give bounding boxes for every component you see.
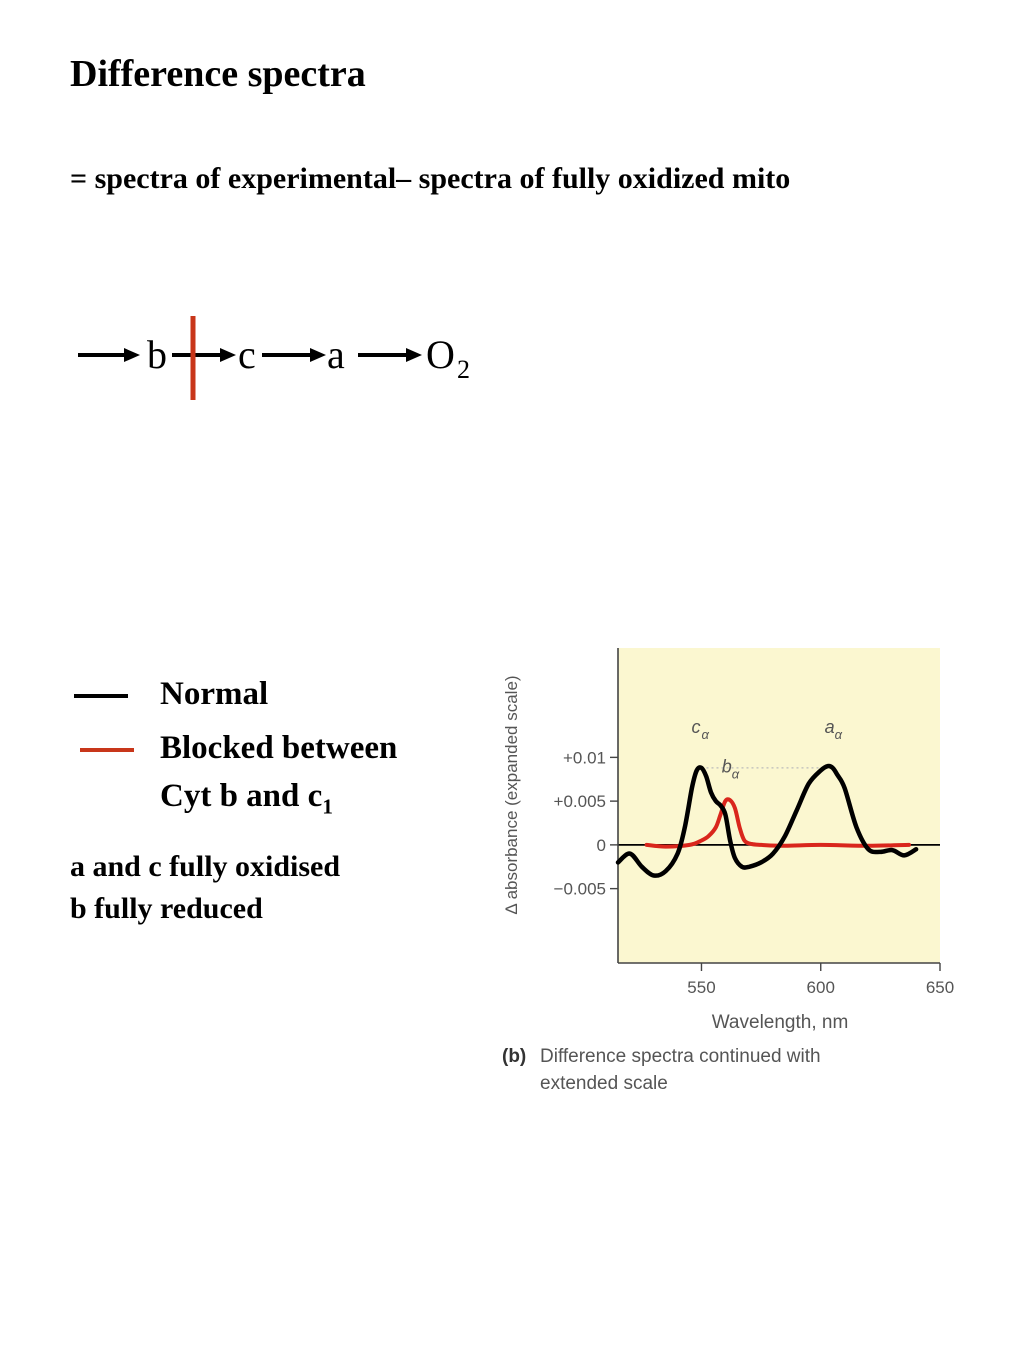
peak-label-b: b <box>722 756 732 776</box>
legend-blocked-label-2: Cyt b and c1 <box>160 778 333 819</box>
caption-line-2: extended scale <box>540 1073 668 1094</box>
legend-normal-label: Normal <box>160 676 269 712</box>
y-tick-label: 0 <box>597 836 606 855</box>
peak-label-b-subscript: α <box>732 766 740 781</box>
arrowhead-c-to-a <box>310 348 326 362</box>
chain-node-o-subscript: 2 <box>457 355 470 384</box>
y-tick-label: +0.005 <box>554 792 606 811</box>
legend-blocked-line <box>80 748 134 752</box>
chain-node-b: b <box>147 332 167 377</box>
arrowhead-into-b <box>124 348 140 362</box>
chain-node-a: a <box>327 332 345 377</box>
caption-line-1: Difference spectra continued with <box>540 1046 821 1067</box>
note-reduced: b fully reduced <box>70 892 263 925</box>
peak-label-a-subscript: α <box>835 727 843 742</box>
x-axis-label: Wavelength, nm <box>712 1012 849 1033</box>
x-tick-label: 650 <box>926 978 954 997</box>
arrowhead-a-to-o2 <box>406 348 422 362</box>
legend-blocked-subscript: 1 <box>322 794 333 819</box>
x-tick-label: 600 <box>807 978 835 997</box>
chain-node-o: O <box>426 332 455 377</box>
plot-background <box>618 648 940 963</box>
legend-normal-line <box>74 694 128 698</box>
peak-label-a: a <box>825 717 835 737</box>
series-blocked-line <box>644 797 911 849</box>
caption-label: (b) <box>502 1046 526 1067</box>
y-tick-label: −0.005 <box>554 880 606 899</box>
page-subtitle: = spectra of experimental– spectra of fu… <box>70 162 791 195</box>
y-tick-label: +0.01 <box>563 748 606 767</box>
peak-label-c: c <box>691 717 700 737</box>
series-normal-line <box>615 763 919 878</box>
electron-chain-diagram: b c a O 2 <box>78 316 470 400</box>
legend-blocked-label: Blocked between <box>160 730 398 766</box>
arrowhead-b-to-c <box>220 348 236 362</box>
chain-node-c: c <box>238 332 256 377</box>
x-tick-label: 550 <box>687 978 715 997</box>
note-oxidised: a and c fully oxidised <box>70 850 341 883</box>
y-axis-label: Δ absorbance (expanded scale) <box>502 675 521 914</box>
page-title: Difference spectra <box>70 53 366 95</box>
peak-label-c-subscript: α <box>701 727 709 742</box>
